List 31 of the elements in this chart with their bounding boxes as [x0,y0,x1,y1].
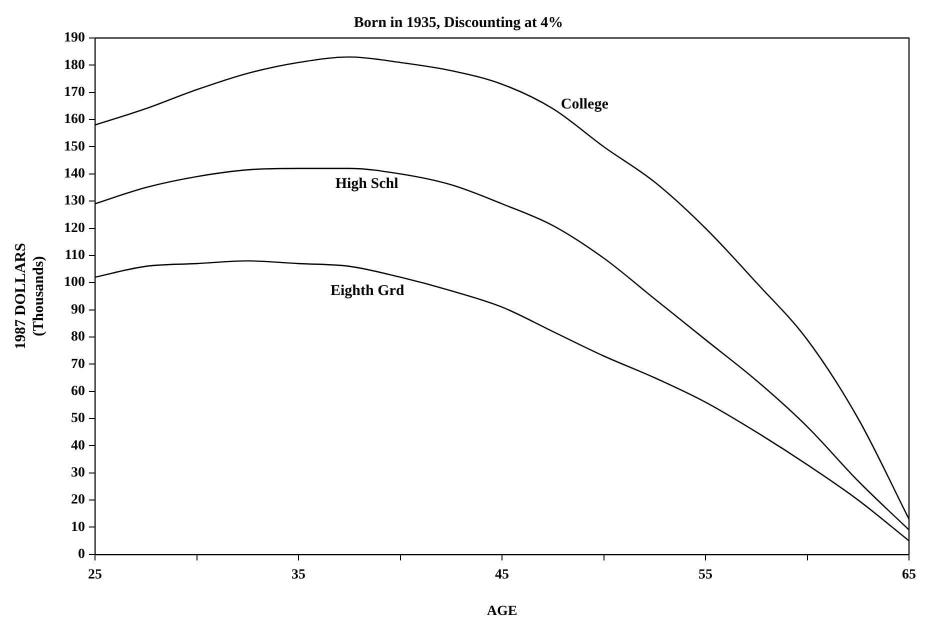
y-tick-label: 90 [71,302,85,318]
y-tick-label: 110 [64,248,85,264]
y-tick-label: 150 [64,139,85,154]
y-tick-label: 160 [64,112,85,128]
y-tick-label: 10 [71,520,85,535]
y-tick-label: 120 [64,220,85,236]
y-tick-label: 170 [64,84,85,100]
y-tick-label: 100 [64,275,85,290]
series-label: High Schl [335,176,398,192]
y-tick-label: 130 [64,194,85,209]
x-tick-label: 65 [902,567,916,582]
y-tick-label: 140 [64,166,85,182]
series-label: Eighth Grd [330,283,405,300]
y-tick-label: 0 [78,547,85,562]
x-tick-label: 55 [698,567,712,582]
y-tick-label: 20 [71,492,85,508]
y-axis-title: 1987 DOLLARS (Thousands) [12,243,47,350]
y-tick-label: 40 [71,438,85,454]
x-tick-label: 35 [292,567,306,582]
y-tick-label: 70 [71,356,85,372]
chart-title: Born in 1935, Discounting at 4% [354,14,564,31]
y-tick-label: 30 [71,465,85,480]
y-tick-label: 180 [64,58,85,73]
y-tick-label: 50 [71,411,85,426]
y-tick-label: 60 [71,384,85,399]
series-label: College [560,96,609,113]
y-tick-label: 190 [64,30,85,46]
x-tick-label: 25 [88,567,102,582]
y-tick-label: 80 [71,330,85,345]
x-tick-label: 45 [495,567,509,582]
x-axis-title: AGE [486,604,518,620]
